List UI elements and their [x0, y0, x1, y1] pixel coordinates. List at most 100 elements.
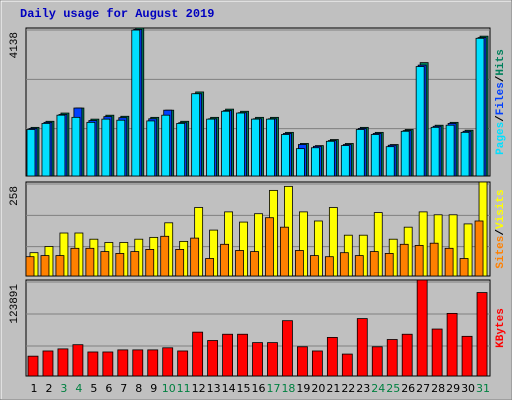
- bar: [401, 333, 413, 377]
- legend-entry: Visits: [495, 189, 507, 229]
- bar: [162, 347, 174, 377]
- bar: [25, 256, 35, 277]
- bar: [72, 344, 84, 377]
- legend-separator: /: [495, 229, 507, 236]
- bar: [116, 119, 126, 177]
- x-tick-label: 6: [105, 382, 112, 395]
- x-tick-label: 31: [476, 382, 490, 395]
- bar: [266, 118, 275, 177]
- x-tick-label: 2: [45, 382, 52, 395]
- legend: Sites/Visits: [495, 189, 507, 268]
- legend-entry: Hits: [495, 49, 507, 75]
- bar: [207, 340, 219, 377]
- bar: [341, 353, 353, 377]
- bar: [399, 243, 409, 277]
- bar: [26, 129, 36, 177]
- bar: [42, 350, 54, 377]
- bar: [102, 351, 114, 377]
- bar: [221, 110, 230, 177]
- bar: [446, 312, 458, 377]
- bar: [475, 37, 485, 177]
- bar: [175, 249, 185, 277]
- bar: [445, 124, 455, 177]
- bar: [414, 244, 424, 277]
- bar: [310, 147, 320, 177]
- bar: [205, 258, 215, 277]
- x-tick-label: 21: [326, 382, 340, 395]
- bar: [130, 251, 140, 277]
- x-tick-label: 23: [356, 382, 370, 395]
- x-tick-label: 5: [90, 382, 97, 395]
- x-tick-label: 16: [252, 382, 266, 395]
- bar: [160, 235, 170, 277]
- x-tick-label: 3: [60, 382, 67, 395]
- bar: [191, 93, 201, 177]
- bar: [325, 140, 335, 177]
- bar: [309, 255, 319, 277]
- legend-entry: KBytes: [495, 308, 507, 348]
- bar: [147, 349, 159, 377]
- bar: [220, 243, 229, 277]
- bar: [86, 121, 96, 177]
- legend: KBytes: [495, 308, 507, 348]
- x-tick-label: 15: [237, 382, 251, 395]
- bar: [206, 118, 216, 177]
- bar: [354, 255, 364, 277]
- x-tick-label: 27: [416, 382, 430, 395]
- bar: [429, 242, 439, 277]
- bar: [416, 279, 428, 377]
- bar: [296, 148, 305, 177]
- bar: [295, 250, 304, 277]
- bar: [311, 350, 323, 377]
- x-tick-label: 20: [311, 382, 325, 395]
- x-tick-label: 19: [296, 382, 310, 395]
- bar: [282, 320, 293, 377]
- bar: [355, 129, 365, 177]
- y-tick-label: 123891: [9, 284, 21, 324]
- bar: [369, 251, 379, 277]
- x-tick-label: 7: [120, 382, 127, 395]
- bar: [400, 130, 410, 177]
- x-tick-label: 1: [31, 382, 38, 395]
- bar: [161, 114, 171, 177]
- x-tick-label: 4: [75, 382, 82, 395]
- bar: [476, 292, 488, 377]
- bar: [56, 114, 66, 177]
- bar: [87, 351, 99, 377]
- bar: [236, 112, 245, 177]
- bar: [385, 146, 395, 177]
- bar: [115, 253, 125, 277]
- bar: [57, 348, 69, 377]
- bar: [190, 237, 200, 277]
- y-tick-label: 258: [9, 186, 21, 206]
- x-tick-label: 8: [135, 382, 142, 395]
- bar: [117, 349, 129, 377]
- bar: [131, 29, 141, 177]
- x-tick-label: 26: [401, 382, 415, 395]
- x-tick-label: 24: [371, 382, 385, 395]
- bar: [222, 333, 233, 377]
- x-tick-label: 12: [192, 382, 206, 395]
- x-tick-label: 14: [222, 382, 236, 395]
- bar: [461, 335, 473, 377]
- legend-entry: Sites: [495, 236, 507, 269]
- bar: [85, 247, 95, 277]
- bar: [356, 318, 368, 377]
- bar: [132, 349, 144, 377]
- bar: [40, 255, 50, 277]
- bar: [326, 337, 338, 377]
- bar: [101, 118, 111, 177]
- bar: [459, 258, 469, 277]
- bar: [192, 331, 204, 377]
- bar: [297, 346, 308, 377]
- legend: Pages/Files/Hits: [495, 49, 507, 155]
- bar: [251, 118, 260, 177]
- bar: [415, 66, 425, 177]
- bar: [339, 252, 349, 277]
- bar: [384, 253, 394, 277]
- bar: [280, 226, 289, 277]
- bar: [176, 123, 186, 177]
- x-tick-label: 22: [341, 382, 355, 395]
